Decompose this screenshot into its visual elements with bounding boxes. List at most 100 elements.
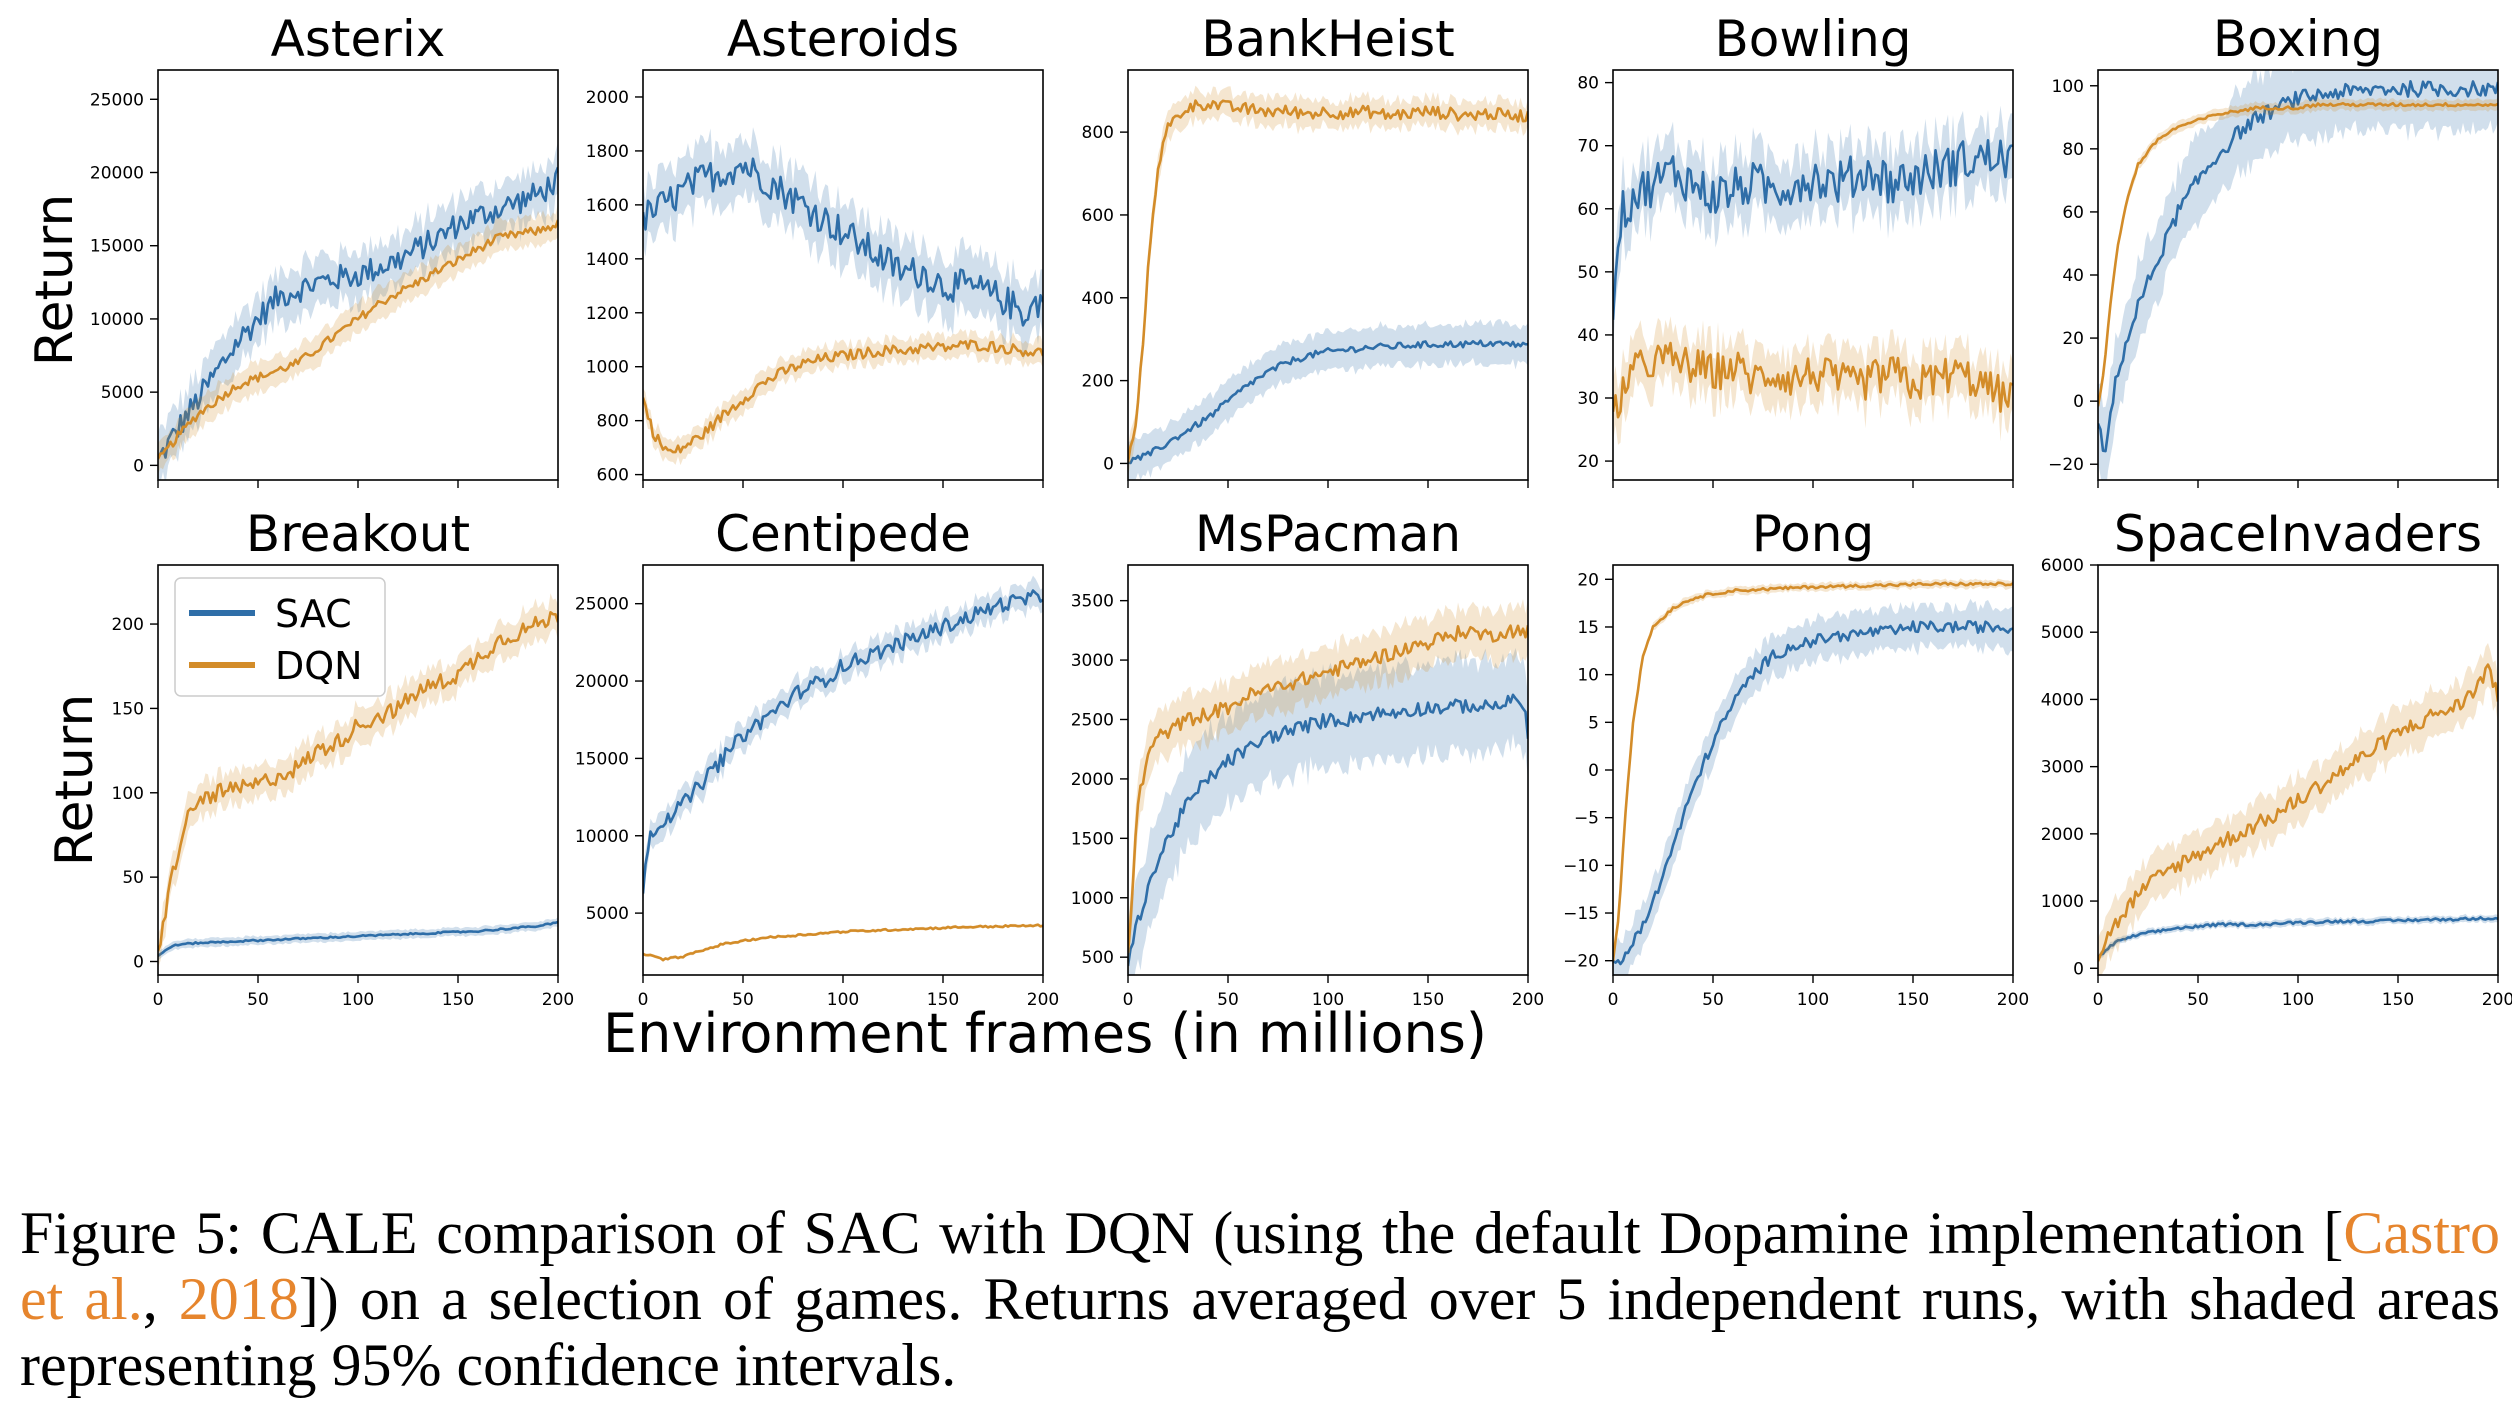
y-tick-label: 5 <box>1588 713 1599 733</box>
ci-band-dqn <box>1613 316 2013 445</box>
series-line-dqn <box>643 339 1043 454</box>
ci-band-sac <box>1128 318 1528 480</box>
y-tick-label: 0 <box>133 456 144 476</box>
panel-breakout: Breakout 0 50 100 150 200 0 50 100 150 200 <box>112 505 575 1010</box>
y-tick-label: 800 <box>1082 123 1114 143</box>
citation-year-link[interactable]: 2018 <box>178 1266 299 1332</box>
y-tick-label: 50 <box>122 868 144 888</box>
y-tick-label: −10 <box>1563 856 1599 876</box>
series-line-dqn <box>158 219 558 460</box>
y-tick-label: 0 <box>133 953 144 973</box>
series-line-dqn <box>2098 663 2498 962</box>
x-tick-label: 100 <box>2282 990 2314 1010</box>
ci-band-sac <box>1613 598 2013 975</box>
series-line-sac <box>1128 339 1528 465</box>
y-tick-label: 5000 <box>2041 623 2084 643</box>
legend-label-sac: SAC <box>275 592 352 636</box>
y-tick-label: 0 <box>2073 392 2084 412</box>
plot-area <box>158 141 558 480</box>
y-tick-label: 3500 <box>1071 592 1114 612</box>
panel-title: Bowling <box>1715 10 1912 68</box>
y-tick-label: 100 <box>2052 77 2084 97</box>
y-axis-label-row1: Return <box>25 194 85 367</box>
series-line-sac <box>1613 139 2013 320</box>
panel-centipede: Centipede 5000 10000 15000 20000 25000 0 50 100 1… <box>575 505 1059 1010</box>
y-tick-label: 20000 <box>575 672 629 692</box>
y-tick-label: 3000 <box>1071 651 1114 671</box>
y-tick-label: 10000 <box>90 310 144 330</box>
x-tick-label: 50 <box>2187 990 2209 1010</box>
x-tick-label: 100 <box>1312 990 1344 1010</box>
x-tick-label: 0 <box>153 990 164 1010</box>
y-tick-label: 15 <box>1577 618 1599 638</box>
y-tick-label: 200 <box>112 615 144 635</box>
y-tick-label: 70 <box>1577 137 1599 157</box>
figure-panels: Asterix0500010000150002000025000Asteroid… <box>25 10 2512 1065</box>
ci-band-dqn <box>643 923 1043 962</box>
series-line-dqn <box>1128 99 1528 463</box>
caption-text-after: ]) on a selection of games. Returns aver… <box>20 1266 2501 1398</box>
y-tick-label: 60 <box>2062 203 2084 223</box>
y-tick-label: 6000 <box>2041 556 2084 576</box>
y-tick-label: 10000 <box>575 827 629 847</box>
x-tick-label: 50 <box>247 990 269 1010</box>
ci-band-sac <box>1128 647 1528 975</box>
caption-text-before: CALE comparison of SAC with DQN (using t… <box>260 1200 2344 1266</box>
panel-asteroids: Asteroids 600 800 1000 1200 1400 1600 1800 2000 <box>586 10 1044 488</box>
series-line-dqn <box>643 923 1043 962</box>
x-tick-label: 0 <box>638 990 649 1010</box>
legend: SAC DQN <box>174 577 386 697</box>
x-tick-label: 50 <box>1702 990 1724 1010</box>
caption-label: Figure 5: <box>20 1200 243 1266</box>
ci-band-sac <box>2098 70 2498 480</box>
plot-area <box>2098 70 2498 480</box>
y-tick-label: 4000 <box>2041 690 2084 710</box>
figure-caption: Figure 5: CALE comparison of SAC with DQ… <box>20 1200 2500 1398</box>
y-tick-label: 0 <box>2073 959 2084 979</box>
series-line-sac <box>643 589 1043 894</box>
plot-area <box>1128 597 1528 975</box>
y-tick-label: 500 <box>1082 948 1114 968</box>
ci-band-sac <box>643 575 1043 908</box>
y-tick-label: 800 <box>597 412 629 432</box>
y-tick-label: 5000 <box>586 904 629 924</box>
panel-asterix: Asterix 0 5000 10000 15000 20000 25000 <box>90 10 559 488</box>
x-tick-label: 50 <box>1217 990 1239 1010</box>
y-tick-label: 30 <box>1577 389 1599 409</box>
x-tick-label: 100 <box>827 990 859 1010</box>
x-tick-label: 150 <box>442 990 474 1010</box>
y-tick-label: 25000 <box>90 90 144 110</box>
y-tick-label: 400 <box>1082 289 1114 309</box>
y-tick-label: 2500 <box>1071 710 1114 730</box>
y-tick-label: 80 <box>1577 74 1599 94</box>
panel-title: MsPacman <box>1195 505 1461 563</box>
series-line-sac <box>643 157 1043 327</box>
legend-label-dqn: DQN <box>275 644 363 688</box>
x-tick-label: 200 <box>1027 990 1059 1010</box>
y-tick-label: 20000 <box>90 164 144 184</box>
y-tick-label: 2000 <box>586 88 629 108</box>
panel-bankheist: BankHeist 0 200 400 600 800 <box>1082 10 1529 488</box>
ci-band-dqn <box>158 203 558 475</box>
series-line-sac <box>1613 620 2013 966</box>
x-tick-label: 100 <box>1797 990 1829 1010</box>
y-tick-label: 1000 <box>586 358 629 378</box>
x-tick-label: 200 <box>1512 990 1544 1010</box>
panels-layer: Asterix0500010000150002000025000Asteroid… <box>90 10 2512 1010</box>
y-tick-label: 100 <box>112 784 144 804</box>
y-tick-label: 80 <box>2062 140 2084 160</box>
x-tick-label: 150 <box>2382 990 2414 1010</box>
y-tick-label: −20 <box>2048 455 2084 475</box>
panel-title: SpaceInvaders <box>2114 505 2482 563</box>
plot-area <box>1613 105 2013 445</box>
panel-title: Asteroids <box>727 10 959 68</box>
panel-bowling: Bowling 20 30 40 50 60 70 80 <box>1577 10 2014 488</box>
y-tick-label: 5000 <box>101 383 144 403</box>
y-tick-label: 10 <box>1577 666 1599 686</box>
citation-separator: , <box>142 1266 179 1332</box>
citation-author-link[interactable]: Castro et al. <box>20 1200 2500 1332</box>
y-tick-label: 2000 <box>2041 825 2084 845</box>
y-tick-label: −20 <box>1563 952 1599 972</box>
panel-title: BankHeist <box>1201 10 1455 68</box>
